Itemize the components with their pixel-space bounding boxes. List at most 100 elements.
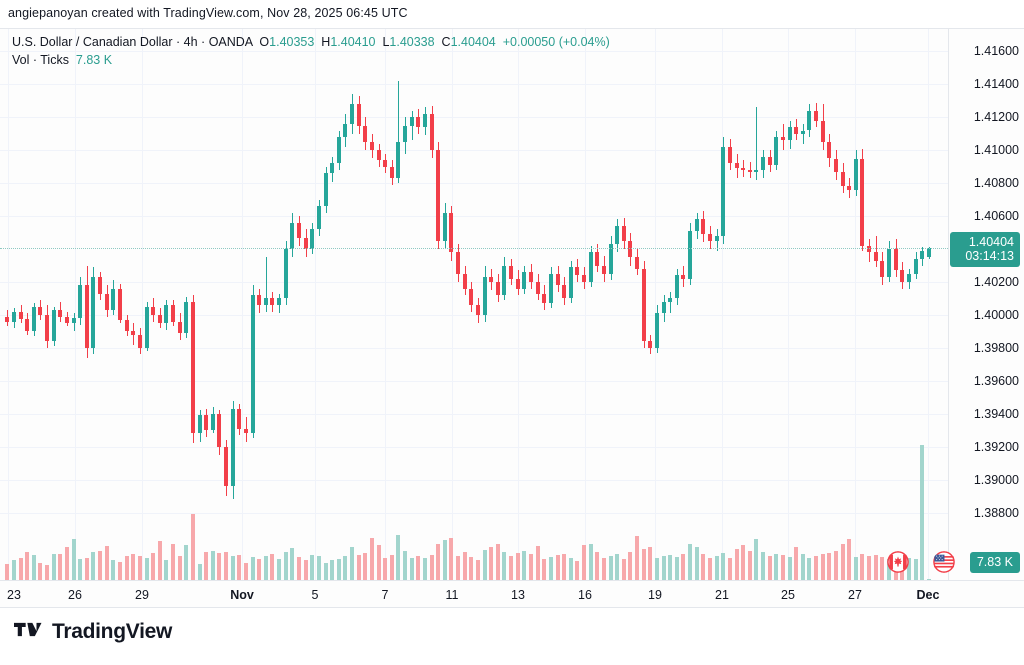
candle-body: [549, 273, 553, 304]
volume-bar: [781, 554, 785, 580]
volume-bar: [914, 559, 918, 580]
time-tick-label: 29: [135, 588, 149, 602]
volume-bar: [264, 556, 268, 580]
candle-body: [562, 285, 566, 299]
candle-body: [310, 229, 314, 250]
candle-body: [675, 275, 679, 299]
volume-bar: [270, 554, 274, 580]
gridline-vertical: [75, 29, 76, 580]
volume-bar: [390, 554, 394, 580]
candle-wick: [670, 291, 671, 314]
candle-body: [191, 301, 195, 434]
volume-bar: [416, 555, 420, 580]
candle-body: [522, 272, 526, 289]
candle-body: [854, 158, 858, 190]
candle-body: [343, 123, 347, 138]
volume-bar: [920, 444, 924, 580]
candle-body: [748, 170, 752, 172]
volume-bar: [410, 558, 414, 580]
volume-bar: [834, 550, 838, 580]
time-tick-label: 26: [68, 588, 82, 602]
candle-body: [423, 114, 427, 128]
candle-body: [284, 249, 288, 299]
candle-wick: [412, 110, 413, 141]
volume-bar: [589, 543, 593, 580]
volume-bar: [231, 555, 235, 580]
volume-bar: [841, 543, 845, 580]
gridline-horizontal: [0, 150, 948, 151]
volume-bar: [138, 556, 142, 580]
gridline-vertical: [585, 29, 586, 580]
candle-body: [602, 265, 606, 274]
candle-body: [768, 156, 772, 166]
plot-area[interactable]: [0, 29, 948, 580]
candle-body: [244, 428, 248, 434]
candle-wick: [750, 161, 751, 179]
candle-body: [204, 415, 208, 431]
candle-body: [436, 150, 440, 241]
candle-body: [463, 273, 467, 289]
volume-bar: [198, 564, 202, 580]
price-tick-label: 1.41200: [973, 110, 1019, 124]
price-tick-label: 1.40200: [973, 275, 1019, 289]
volume-bar: [304, 559, 308, 580]
candle-body: [814, 110, 818, 121]
candle-body: [443, 212, 447, 241]
time-scale[interactable]: 23 26 29 Nov 5 7 11 13 16 19 21 25 27 Dec: [0, 580, 1024, 609]
volume-bar: [337, 559, 341, 580]
candle-wick: [743, 160, 744, 177]
candle-body: [622, 226, 626, 241]
volume-bar: [794, 547, 798, 580]
time-tick-label: Dec: [916, 588, 940, 602]
candle-body: [575, 267, 579, 276]
candle-body: [5, 316, 9, 322]
price-scale[interactable]: 1.41600 1.41400 1.41200 1.41000 1.40800 1.406…: [887, 29, 1024, 580]
gridline-horizontal: [0, 381, 948, 382]
volume-bar: [880, 556, 884, 580]
volume-bar: [927, 579, 931, 580]
candle-body: [642, 268, 646, 342]
volume-bar: [595, 552, 599, 580]
volume-bar: [244, 562, 248, 580]
volume-bar: [184, 545, 188, 580]
candle-body: [12, 311, 16, 322]
price-tick-label: 1.41600: [973, 44, 1019, 58]
candle-body: [65, 316, 69, 324]
candle-body: [887, 249, 891, 278]
time-tick-label: 16: [578, 588, 592, 602]
candle-body: [708, 234, 712, 241]
volume-bar: [145, 557, 149, 580]
volume-bar: [324, 562, 328, 580]
volume-bar: [814, 555, 818, 580]
volume-bar: [728, 558, 732, 580]
volume-bar: [754, 538, 758, 580]
candle-body: [270, 298, 274, 306]
candle-body: [615, 226, 619, 245]
gridline-vertical: [655, 29, 656, 580]
candle-body: [383, 160, 387, 167]
candle-body: [516, 278, 520, 289]
volume-bar: [721, 553, 725, 580]
volume-bar: [98, 550, 102, 580]
candle-body: [403, 125, 407, 143]
candle-body: [410, 117, 414, 126]
candle-body: [32, 306, 36, 331]
candle-body: [914, 258, 918, 274]
gridline-horizontal: [0, 183, 948, 184]
volume-bar: [735, 548, 739, 580]
time-tick-label: 19: [648, 588, 662, 602]
candle-body: [655, 313, 659, 348]
volume-bar: [357, 554, 361, 580]
candle-body: [589, 252, 593, 282]
volume-bar: [529, 554, 533, 580]
candle-body: [25, 319, 29, 331]
candle-body: [741, 168, 745, 171]
volume-bar: [191, 513, 195, 580]
tradingview-branding: TradingView: [14, 620, 172, 644]
candle-body: [509, 265, 513, 279]
volume-bar: [164, 559, 168, 580]
candle-body: [569, 267, 573, 299]
candle-body: [251, 295, 255, 434]
volume-bar: [509, 555, 513, 580]
candle-body: [370, 142, 374, 151]
